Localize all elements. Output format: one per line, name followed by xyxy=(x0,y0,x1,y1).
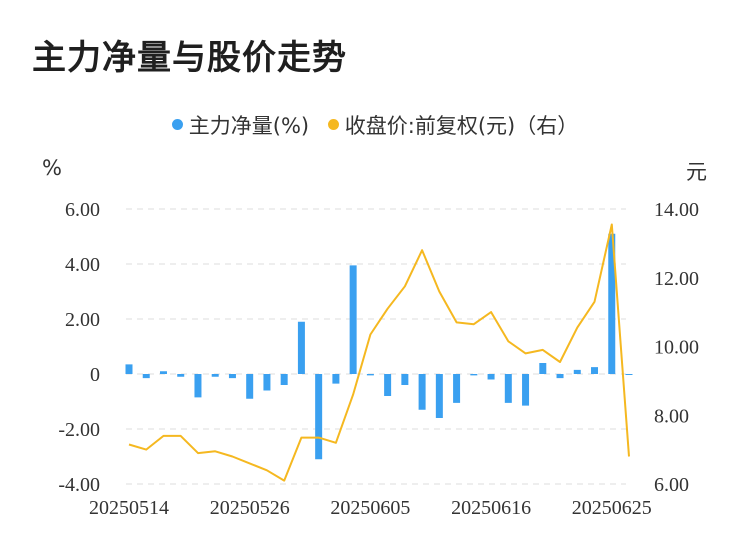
y-right-tick-label: 8.00 xyxy=(654,405,689,427)
y-right-tick-label: 12.00 xyxy=(654,268,699,290)
bar xyxy=(228,374,236,379)
bar xyxy=(384,374,392,396)
x-tick-label: 20250625 xyxy=(572,497,652,519)
bar xyxy=(470,374,478,376)
bar xyxy=(418,374,426,410)
bar xyxy=(608,233,616,374)
y-left-tick-label: 0 xyxy=(90,364,100,386)
bar xyxy=(177,374,185,377)
bar xyxy=(297,321,305,374)
chart-title: 主力净量与股价走势 xyxy=(32,38,347,78)
bar xyxy=(315,374,323,460)
legend-label-close-price: 收盘价:前复权(元)（右） xyxy=(344,114,579,138)
bar xyxy=(142,374,150,379)
x-tick-label: 20250605 xyxy=(330,497,410,519)
y-left-tick-label: 6.00 xyxy=(65,199,100,221)
left-axis-unit: % xyxy=(42,156,62,180)
y-right-tick-label: 6.00 xyxy=(654,474,689,496)
legend-dot-yellow-icon xyxy=(327,119,339,130)
grid-layer xyxy=(126,208,626,485)
bar xyxy=(349,265,357,374)
legend-item-close-price[interactable]: 收盘价:前复权(元)（右） xyxy=(327,110,579,140)
bar xyxy=(453,374,461,403)
y-right-tick-label: 14.00 xyxy=(654,199,699,221)
bar xyxy=(487,374,495,380)
bar xyxy=(591,367,599,374)
bar xyxy=(332,374,340,384)
bar xyxy=(435,374,443,418)
x-tick-label: 20250616 xyxy=(451,497,531,519)
legend-dot-blue-icon xyxy=(171,119,183,130)
bar xyxy=(246,374,254,399)
x-tick-label: 20250514 xyxy=(89,497,169,519)
bar xyxy=(211,374,219,377)
bar xyxy=(280,374,288,385)
bar-layer xyxy=(125,233,633,460)
bar xyxy=(539,363,547,374)
y-left-tick-label: 2.00 xyxy=(65,309,100,331)
bar xyxy=(556,374,564,379)
bar xyxy=(522,374,530,406)
y-left-tick-label: 4.00 xyxy=(65,254,100,276)
right-axis-unit: 元 xyxy=(686,160,707,184)
legend: 主力净量(%) 收盘价:前复权(元)（右） xyxy=(0,110,750,140)
bar xyxy=(504,374,512,403)
y-left-tick-label: -2.00 xyxy=(58,419,100,441)
bar xyxy=(573,369,581,374)
x-tick-label: 20250526 xyxy=(210,497,290,519)
bar xyxy=(263,374,271,391)
bar xyxy=(401,374,409,385)
legend-label-net-volume: 主力净量(%) xyxy=(188,114,310,138)
bar xyxy=(159,371,167,374)
y-right-tick-label: 10.00 xyxy=(654,337,699,359)
axis-layer: 6.00 4.00 2.00 0 -2.00 -4.00 14.00 12.00 10.00 8.… xyxy=(58,199,699,519)
legend-item-net-volume[interactable]: 主力净量(%) xyxy=(171,110,310,140)
line-layer xyxy=(128,223,630,482)
bar xyxy=(366,374,374,376)
bar xyxy=(125,364,133,374)
bar xyxy=(625,374,633,375)
price-line xyxy=(128,223,630,482)
bar xyxy=(194,374,202,398)
y-left-tick-label: -4.00 xyxy=(58,474,100,496)
